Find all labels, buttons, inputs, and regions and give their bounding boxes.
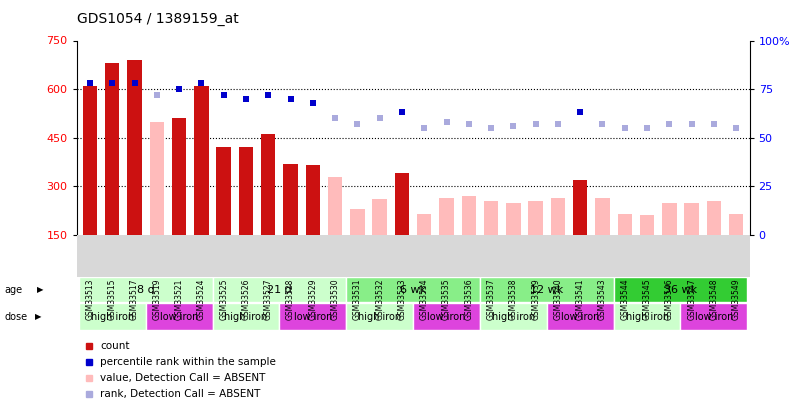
- Text: 36 wk: 36 wk: [664, 285, 697, 294]
- Bar: [283, 164, 297, 235]
- Bar: [680, 303, 747, 330]
- Bar: [261, 134, 276, 235]
- Bar: [280, 303, 347, 330]
- Text: low iron: low iron: [561, 311, 600, 322]
- Bar: [79, 303, 146, 330]
- Bar: [417, 214, 431, 235]
- Text: percentile rank within the sample: percentile rank within the sample: [100, 357, 276, 367]
- Bar: [413, 303, 480, 330]
- Bar: [684, 202, 699, 235]
- Bar: [617, 214, 632, 235]
- Bar: [613, 277, 747, 302]
- Bar: [347, 303, 413, 330]
- Text: low iron: low iron: [427, 311, 466, 322]
- Bar: [79, 277, 213, 302]
- Text: rank, Detection Call = ABSENT: rank, Detection Call = ABSENT: [100, 389, 260, 399]
- Bar: [105, 63, 119, 235]
- Bar: [146, 303, 213, 330]
- Bar: [484, 201, 498, 235]
- Bar: [350, 209, 364, 235]
- Text: 8 d: 8 d: [137, 285, 155, 294]
- Bar: [640, 215, 654, 235]
- Text: high iron: high iron: [358, 311, 401, 322]
- Bar: [729, 214, 743, 235]
- Bar: [328, 177, 343, 235]
- Bar: [596, 198, 610, 235]
- Text: high iron: high iron: [492, 311, 535, 322]
- Bar: [439, 198, 454, 235]
- Bar: [613, 303, 680, 330]
- Text: high iron: high iron: [90, 311, 134, 322]
- Bar: [239, 147, 253, 235]
- Bar: [462, 196, 476, 235]
- Bar: [480, 277, 613, 302]
- Bar: [372, 199, 387, 235]
- Bar: [213, 303, 280, 330]
- Text: count: count: [100, 341, 130, 351]
- Text: 12 wk: 12 wk: [530, 285, 563, 294]
- Bar: [662, 202, 676, 235]
- Text: low iron: low iron: [293, 311, 332, 322]
- Bar: [573, 180, 588, 235]
- Text: 6 wk: 6 wk: [400, 285, 426, 294]
- Bar: [194, 86, 209, 235]
- Text: GDS1054 / 1389159_at: GDS1054 / 1389159_at: [77, 12, 239, 26]
- Bar: [480, 303, 546, 330]
- Bar: [707, 201, 721, 235]
- Text: high iron: high iron: [625, 311, 669, 322]
- Text: ▶: ▶: [37, 285, 44, 294]
- Bar: [305, 165, 320, 235]
- Bar: [213, 277, 347, 302]
- Text: 21 d: 21 d: [267, 285, 292, 294]
- Bar: [216, 147, 231, 235]
- Bar: [150, 122, 164, 235]
- Bar: [529, 201, 543, 235]
- Text: low iron: low iron: [160, 311, 198, 322]
- Text: ▶: ▶: [35, 312, 41, 321]
- Text: age: age: [4, 285, 22, 294]
- Text: dose: dose: [4, 311, 27, 322]
- Bar: [550, 198, 565, 235]
- Bar: [172, 118, 186, 235]
- Bar: [83, 86, 98, 235]
- Text: high iron: high iron: [224, 311, 268, 322]
- Text: low iron: low iron: [695, 311, 733, 322]
- Text: value, Detection Call = ABSENT: value, Detection Call = ABSENT: [100, 373, 265, 383]
- Bar: [506, 202, 521, 235]
- Bar: [395, 173, 409, 235]
- Bar: [347, 277, 480, 302]
- Bar: [546, 303, 613, 330]
- Bar: [127, 60, 142, 235]
